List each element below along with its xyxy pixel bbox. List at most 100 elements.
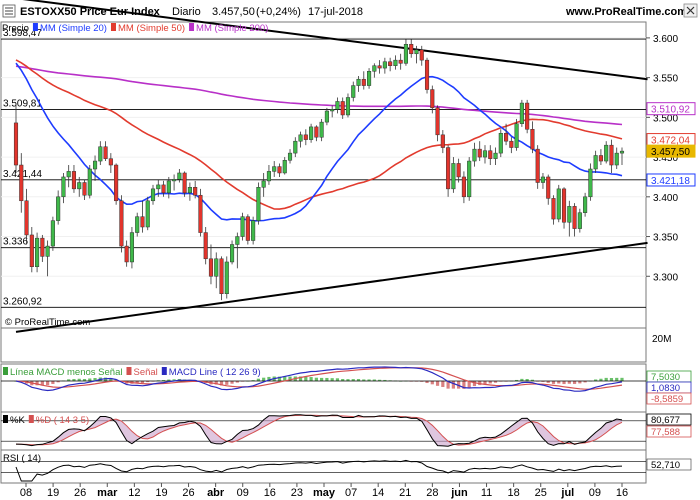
last-value-labels: 3.510,92 3.472,043.457,50 3.421,18	[646, 102, 696, 187]
last-value-box	[646, 144, 696, 158]
candle-body	[551, 198, 556, 220]
trendline	[15, 241, 648, 333]
candle-body	[92, 160, 98, 170]
candle-body	[298, 134, 303, 142]
x-tick-label: 25	[535, 487, 547, 499]
macd-histogram-bar	[335, 378, 340, 381]
rsi-plot	[1, 459, 646, 482]
macd-histogram-bar	[425, 381, 429, 384]
x-tick-label: 18	[508, 487, 520, 499]
candle-body	[13, 122, 19, 166]
candle-body	[129, 232, 134, 263]
macd-histogram-bar	[88, 378, 92, 381]
candle-body	[409, 43, 414, 55]
candle-body	[330, 109, 335, 112]
macd-plot	[1, 366, 646, 392]
macd-line	[15, 366, 623, 392]
candle-body	[477, 148, 482, 158]
macd-histogram-bar	[478, 381, 482, 386]
candle-body	[456, 163, 461, 178]
macd-histogram-bar	[51, 381, 55, 384]
macd-value-text: 1,0830	[651, 383, 680, 394]
macd-histogram-bar	[346, 379, 350, 381]
macd-histogram-bar	[451, 381, 455, 389]
macd-histogram-bar	[604, 377, 608, 381]
candle-body	[156, 184, 161, 190]
x-tick-label: mar	[97, 487, 118, 499]
macd-histogram-bar	[109, 378, 113, 381]
macd-histogram-bar	[351, 379, 355, 381]
legend-swatch	[189, 23, 195, 31]
macd-histogram-bar	[277, 376, 282, 381]
candle-body	[514, 123, 519, 148]
candle-body	[567, 206, 572, 223]
last-value-box	[646, 173, 696, 187]
candle-body	[198, 194, 203, 233]
macd-histogram-bar	[546, 381, 550, 383]
candle-body	[446, 147, 451, 190]
candle-body	[435, 107, 440, 136]
candle-body	[87, 168, 92, 196]
macd-histogram-bar	[262, 377, 266, 381]
macd-histogram-bar	[467, 381, 471, 388]
candle-body	[108, 158, 113, 166]
trendlines	[15, 0, 648, 333]
volume-pane	[0, 327, 647, 363]
macd-histogram-bar	[430, 381, 434, 385]
macd-histogram-bar	[362, 379, 366, 381]
last-value-text: 3.510,92	[651, 105, 690, 116]
rsi-legend: RSI ( 14)	[3, 453, 41, 464]
candle-body	[61, 176, 66, 198]
macd-histogram-bar	[572, 381, 577, 384]
last-value-text: 3.421,18	[651, 176, 690, 187]
candle-body	[45, 245, 50, 257]
candle-body	[430, 89, 435, 109]
candle-body	[403, 43, 408, 64]
macd-histogram-bar	[256, 378, 260, 381]
candle-body	[361, 78, 366, 86]
level-label: 3.336	[3, 237, 28, 248]
candles	[13, 39, 625, 301]
x-tick-label: 19	[155, 487, 167, 499]
candle-body	[277, 166, 282, 174]
menu-icon[interactable]	[2, 4, 16, 18]
candle-body	[172, 179, 177, 182]
x-tick-label: 28	[426, 487, 438, 499]
rsi-pane	[0, 449, 647, 484]
x-tick-label: abr	[207, 487, 225, 499]
macd-histogram-bar	[488, 381, 492, 384]
stoch-d-line	[15, 414, 623, 446]
macd-histogram-bar	[72, 379, 76, 381]
header-date: 17-jul-2018	[308, 6, 363, 18]
macd-histogram-bar	[583, 381, 587, 383]
candle-body	[124, 245, 129, 263]
macd-histogram-bar	[309, 377, 313, 381]
macd-histogram-bar	[551, 381, 556, 384]
macd-histogram-bar	[46, 381, 50, 386]
macd-histogram-bar	[283, 376, 287, 381]
macd-histogram-bar	[235, 381, 239, 383]
macd-histogram-bar	[562, 381, 566, 385]
macd-histogram-bar	[493, 381, 498, 383]
macd-histogram-bar	[515, 379, 519, 381]
candle-body	[309, 126, 314, 140]
macd-histogram-bar	[304, 376, 308, 381]
close-icon[interactable]	[683, 3, 698, 18]
macd-histogram-bar	[341, 378, 345, 381]
macd-histogram-bar	[567, 381, 571, 384]
candle-body	[546, 176, 551, 199]
macd-histogram-bar	[40, 381, 44, 386]
macd-histogram-bar	[135, 381, 139, 384]
copyright-label: © ProRealTime.com	[5, 317, 90, 328]
macd-histogram-bar	[298, 376, 303, 381]
candle-body	[593, 155, 598, 170]
x-tick-label: may	[313, 487, 336, 499]
candle-body	[604, 144, 609, 162]
macd-histogram-bar	[103, 377, 108, 381]
candle-body	[71, 171, 77, 190]
price-y-axis: 3.600 3.550 3.500 3.450 3.400 3.350 3.300	[646, 34, 678, 283]
candle-body	[482, 150, 488, 158]
stoch-fill	[16, 414, 622, 447]
